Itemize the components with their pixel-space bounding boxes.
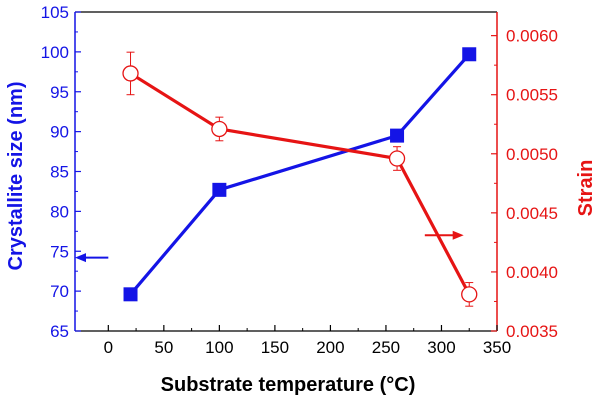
x-tick-label: 150 xyxy=(261,338,289,357)
data-point-circle xyxy=(122,65,139,82)
series-line-right xyxy=(129,72,471,296)
series-line-left xyxy=(129,53,471,296)
x-tick-label: 0 xyxy=(104,338,113,357)
right-y-axis-title: Strain xyxy=(575,160,597,217)
data-point-circle xyxy=(388,150,406,167)
right-y-tick-label: 0.0050 xyxy=(506,145,558,164)
right-y-tick-label: 0.0060 xyxy=(506,27,558,46)
x-tick-label: 100 xyxy=(205,338,233,357)
x-tick-label: 300 xyxy=(427,338,455,357)
right-y-tick-label: 0.0040 xyxy=(506,263,558,282)
left-y-tick-label: 85 xyxy=(50,163,69,182)
left-y-tick-label: 75 xyxy=(50,242,69,261)
arrow-head-left xyxy=(75,253,86,263)
arrow-head-right xyxy=(452,230,464,240)
x-tick-label: 350 xyxy=(483,338,511,357)
data-point-square xyxy=(212,182,227,197)
x-tick-label: 200 xyxy=(316,338,344,357)
left-y-tick-label: 70 xyxy=(50,282,69,301)
left-y-axis-title: Crystallite size (nm) xyxy=(5,82,27,271)
left-y-tick-label: 95 xyxy=(50,83,69,102)
data-point-square xyxy=(462,47,477,62)
axes: 0 50 100 150 200 250 300 350 65 70 75 80 85 90 95 100 10… xyxy=(41,3,558,357)
left-y-tick-label: 65 xyxy=(50,322,69,341)
right-y-tick-label: 0.0055 xyxy=(506,86,558,105)
right-y-tick-label: 0.0045 xyxy=(506,204,558,223)
right-y-tick-label: 0.0035 xyxy=(506,322,558,341)
left-y-tick-label: 80 xyxy=(50,202,69,221)
data-point-circle xyxy=(461,286,478,303)
data-point-circle xyxy=(211,120,228,138)
left-y-tick-label: 100 xyxy=(41,43,69,62)
data-point-square xyxy=(390,128,405,143)
x-tick-label: 50 xyxy=(154,338,173,357)
x-tick-label: 250 xyxy=(372,338,400,357)
x-axis-title: Substrate temperature (°C) xyxy=(161,374,416,396)
left-y-tick-label: 105 xyxy=(41,3,69,22)
left-y-tick-label: 90 xyxy=(50,123,69,142)
plot-area xyxy=(75,47,478,307)
data-point-square xyxy=(123,287,138,302)
